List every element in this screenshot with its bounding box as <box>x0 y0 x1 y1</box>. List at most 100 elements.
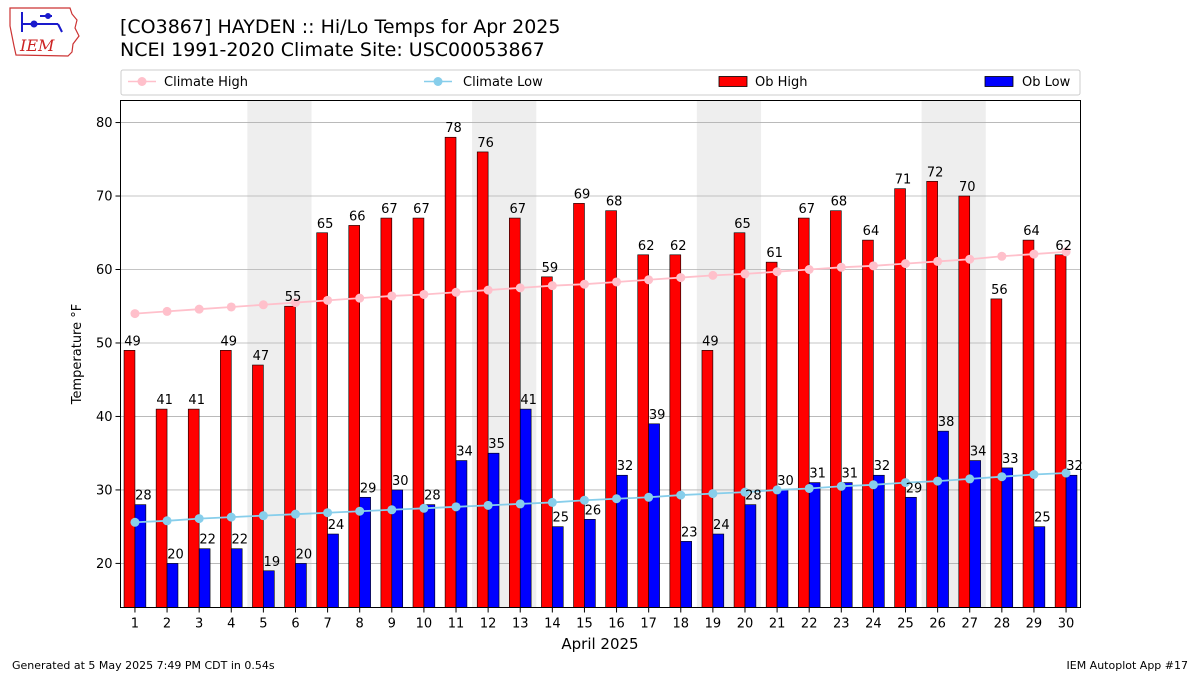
x-tick-label-17: 17 <box>640 617 657 632</box>
ob-low-label-22: 31 <box>809 467 826 482</box>
ob-high-label-17: 62 <box>638 239 655 254</box>
x-tick-label-13: 13 <box>512 617 529 632</box>
ob-high-label-23: 68 <box>831 195 848 210</box>
climate-low-point-5 <box>258 511 268 521</box>
ob-low-label-4: 22 <box>231 533 248 548</box>
y-gridlines <box>120 122 1081 564</box>
x-tick-label-22: 22 <box>801 617 818 632</box>
y-tick-label-40: 40 <box>96 410 113 425</box>
ob-low-bar-22 <box>808 482 821 608</box>
climate-high-point-13 <box>515 283 525 293</box>
climate-high-point-23 <box>836 262 846 272</box>
ob-high-bar-15 <box>573 203 585 608</box>
ob-low-bar-3 <box>198 548 211 608</box>
x-tick-label-24: 24 <box>865 617 882 632</box>
ob-high-bar-19 <box>701 350 714 608</box>
weather-instrument-icon <box>21 12 63 33</box>
climate-low-point-27 <box>965 474 975 484</box>
ob-high-label-4: 49 <box>221 334 238 349</box>
ob-low-label-20: 28 <box>745 489 762 504</box>
bars <box>123 136 1078 608</box>
y-tick-label-80: 80 <box>96 116 113 131</box>
climate-high-point-30 <box>1061 247 1071 257</box>
climate-high-point-22 <box>804 265 814 274</box>
climate-high-point-6 <box>290 298 300 308</box>
climate-low-point-24 <box>868 480 878 490</box>
ob-high-bar-9 <box>380 217 393 608</box>
ob-high-bar-3 <box>187 408 200 608</box>
legend-label-ob-high: Ob High <box>755 75 808 90</box>
climate-high-point-16 <box>612 277 622 287</box>
ob-high-label-19: 49 <box>702 334 719 349</box>
x-tick-label-3: 3 <box>195 617 203 632</box>
x-tick-label-20: 20 <box>737 617 754 632</box>
footer-app-text: IEM Autoplot App #17 <box>1066 659 1189 672</box>
ob-low-label-9: 30 <box>392 474 409 489</box>
ob-high-label-27: 70 <box>959 180 976 195</box>
ob-high-label-2: 41 <box>156 393 173 408</box>
ob-high-bar-11 <box>444 136 457 608</box>
ob-low-label-1: 28 <box>135 489 152 504</box>
ob-high-label-29: 64 <box>1023 224 1040 239</box>
ob-high-bar-25 <box>894 188 906 608</box>
ob-low-label-11: 34 <box>456 445 473 460</box>
legend-item-ob-low: Ob Low <box>984 75 1071 90</box>
legend: Climate High Climate Low Ob High Ob Low <box>120 69 1081 96</box>
x-tick-label-21: 21 <box>769 617 786 632</box>
ob-low-bar-4 <box>230 548 243 608</box>
ob-high-label-24: 64 <box>863 224 880 239</box>
y-tick-label-70: 70 <box>96 190 113 205</box>
ob-low-bar-30 <box>1065 474 1078 608</box>
ob-high-bar-1 <box>123 350 136 608</box>
climate-high-point-20 <box>740 269 750 279</box>
ob-low-bar-18 <box>680 541 692 608</box>
x-tick-label-12: 12 <box>480 617 497 632</box>
climate-low-point-14 <box>547 497 557 507</box>
ob-high-bar-4 <box>220 350 232 608</box>
ob-low-label-16: 32 <box>617 459 634 474</box>
ob-high-bar-5 <box>252 364 264 608</box>
ob-low-bar-2 <box>166 563 179 608</box>
climate-high-line <box>134 250 1067 315</box>
ob-low-bar-13 <box>519 408 532 608</box>
climate-low-point-7 <box>323 508 333 518</box>
ob-low-label-28: 33 <box>1002 452 1019 467</box>
climate-high-point-2 <box>162 306 172 316</box>
ob-high-bar-18 <box>669 254 682 608</box>
ob-high-label-9: 67 <box>381 202 398 217</box>
ob-high-label-26: 72 <box>927 165 944 180</box>
climate-low-point-12 <box>483 500 493 510</box>
x-tick-label-6: 6 <box>291 617 299 632</box>
ob-high-bar-22 <box>797 217 810 608</box>
x-tick-label-10: 10 <box>416 617 433 632</box>
climate-high-point-14 <box>547 281 557 291</box>
x-tick-label-18: 18 <box>672 617 689 632</box>
climate-low-point-17 <box>644 492 654 502</box>
climate-high-point-8 <box>355 293 365 303</box>
ob-high-label-21: 61 <box>766 246 783 261</box>
climate-low-point-10 <box>419 503 429 513</box>
ob-low-bar-20 <box>744 504 757 608</box>
ob-low-label-15: 26 <box>585 503 602 518</box>
ob-high-bar-12 <box>476 151 489 608</box>
ob-high-label-30: 62 <box>1055 239 1072 254</box>
climate-high-point-3 <box>194 304 204 314</box>
ob-high-label-15: 69 <box>574 187 591 202</box>
ob-low-label-13: 41 <box>520 393 537 408</box>
climate-low-point-3 <box>194 514 204 524</box>
ob-low-bar-19 <box>712 533 725 608</box>
logo-text: IEM <box>19 36 55 55</box>
x-tick-label-30: 30 <box>1058 617 1075 632</box>
ob-high-bar-16 <box>605 210 617 608</box>
ob-low-label-8: 29 <box>360 481 377 496</box>
x-tick-label-28: 28 <box>994 617 1011 632</box>
chart-title: [CO3867] HAYDEN :: Hi/Lo Temps for Apr 2… <box>120 16 561 38</box>
ob-high-bar-26 <box>926 181 938 608</box>
ob-low-bar-24 <box>873 474 885 608</box>
legend-item-climate-low: Climate Low <box>424 75 543 90</box>
ob-low-label-19: 24 <box>713 518 730 533</box>
ob-low-bar-14 <box>552 526 564 608</box>
x-tick-label-4: 4 <box>227 617 235 632</box>
